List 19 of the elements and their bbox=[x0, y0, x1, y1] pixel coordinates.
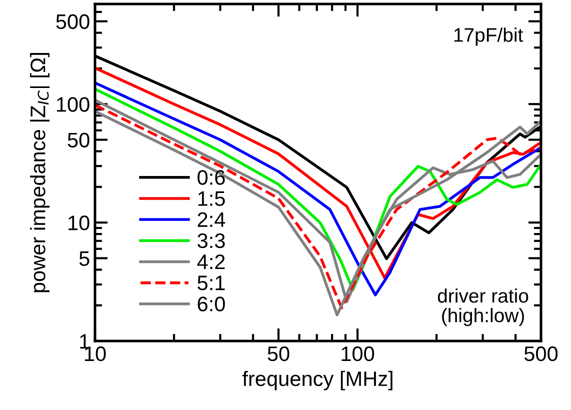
y-tick-label: 50 bbox=[68, 132, 90, 148]
legend-label: 0:6 bbox=[198, 170, 225, 185]
y-tick-label: 10 bbox=[68, 216, 90, 230]
annotation: 17pF/bit bbox=[454, 28, 524, 46]
legend-label: 5:1 bbox=[198, 276, 225, 290]
x-tick-label: 500 bbox=[524, 346, 558, 362]
x-axis-title: frequency [MHz] bbox=[242, 370, 392, 390]
annotation: driver ratio (high:low) bbox=[438, 288, 528, 326]
y-tick-label: 500 bbox=[56, 14, 90, 30]
legend-label: 4:2 bbox=[197, 254, 225, 270]
legend-label: 1:5 bbox=[198, 191, 225, 206]
legend-label: 3:3 bbox=[198, 233, 225, 248]
legend-label: 6:0 bbox=[198, 296, 225, 312]
y-tick-label: 100 bbox=[56, 97, 90, 112]
y-axis-title: power impedance |Z$_{IC}$| [Ω] bbox=[30, 53, 50, 292]
x-tick-label: 50 bbox=[268, 346, 290, 362]
y-tick-label: 5 bbox=[79, 251, 90, 266]
x-tick-label: 100 bbox=[342, 346, 374, 362]
legend-label: 2:4 bbox=[198, 212, 226, 227]
